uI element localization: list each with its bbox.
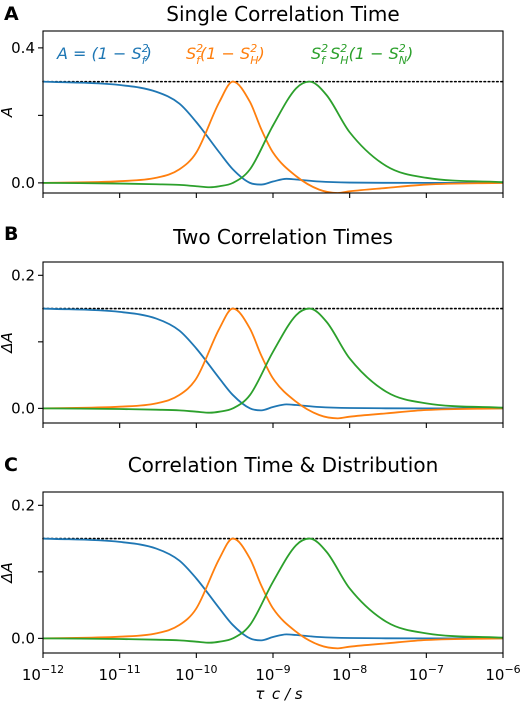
panel-c-x-tick-label-5-exponent: −7 xyxy=(428,663,444,676)
panel-c-plot-area xyxy=(43,537,503,650)
panel-a-y-tick-label-1: 0.4 xyxy=(11,39,35,57)
legend-entry-3-subscript-12: N xyxy=(399,54,407,67)
panel-c-x-tick-label-0: 10−12 xyxy=(22,663,64,684)
panel-c-x-tick-label-1: 10−11 xyxy=(99,663,141,684)
panel-c: C Correlation Time & Distribution 0.0 0.2 ΔA… xyxy=(0,453,521,701)
panel-c-x-tick-label-0-base: 10 xyxy=(22,666,41,684)
legend-entry-1: A = (1 − S2f​) xyxy=(56,42,152,67)
panel-c-x-tick-label-3-exponent: −9 xyxy=(274,663,290,676)
panel-b-plot-area xyxy=(43,307,503,420)
panel-c-x-tick-label-6-exponent: −6 xyxy=(504,663,520,676)
panel-b-title: Two Correlation Times xyxy=(172,225,393,249)
panel-a-plot-area xyxy=(43,80,503,193)
legend-entry-2-subscript-7: H xyxy=(250,54,258,67)
legend-entry-1-superscript-2: 2 xyxy=(142,42,149,55)
panel-c-y-tick-label-0: 0.0 xyxy=(11,629,35,647)
panel-a-series-3-line xyxy=(43,80,503,189)
legend-entry-3-subscript-2: f xyxy=(321,54,327,67)
panel-c-x-tick-label-6: 10−6 xyxy=(485,663,520,684)
legend-entry-2-symbol-5: S xyxy=(240,44,250,63)
panel-c-x-tick-label-6-base: 10 xyxy=(485,666,504,684)
panel-c-x-tick-label-4-exponent: −8 xyxy=(351,663,367,676)
legend-entry-3-superscript-1: 2 xyxy=(321,42,328,55)
panel-c-y-axis-label: ΔA xyxy=(0,562,16,584)
panel-b-y-axis-label: ΔA xyxy=(0,332,16,354)
panel-c-x-tick-label-2-exponent: −10 xyxy=(194,663,217,676)
panel-c-x-tick-label-4: 10−8 xyxy=(332,663,367,684)
panel-c-x-tick-label-4-base: 10 xyxy=(332,666,351,684)
panel-b-axes-frame xyxy=(42,261,504,424)
panel-c-x-tick-label-2-base: 10 xyxy=(175,666,194,684)
panel-b-y-tick-label-0: 0.0 xyxy=(11,399,35,417)
legend-entry-2: S2f​(1 − S2H​) xyxy=(186,42,265,67)
panel-b-series-1-line xyxy=(43,307,503,412)
panel-a-letter: A xyxy=(4,3,19,25)
panel-c-title: Correlation Time & Distribution xyxy=(128,453,439,477)
panel-c-series-2-line xyxy=(43,537,503,650)
panel-c-y-tick-label-1: 0.2 xyxy=(11,496,35,514)
legend-entry-3-symbol-10: S xyxy=(389,44,399,63)
panel-c-x-axis-label-text-0: τ_c / s xyxy=(255,685,302,701)
legend-entry-2-text-9: ) xyxy=(257,44,264,63)
legend-entry-3-subscript-7: H xyxy=(340,54,348,67)
panel-c-x-tick-label-5: 10−7 xyxy=(409,663,444,684)
panel-c-x-tick-label-0-exponent: −12 xyxy=(41,663,64,676)
panel-c-x-tick-label-3-base: 10 xyxy=(255,666,274,684)
panel-b-series-3-line xyxy=(43,307,503,414)
panel-b: B Two Correlation Times 0.0 0.2 ΔA xyxy=(0,223,504,428)
panel-c-letter: C xyxy=(4,454,18,476)
legend-entry-3: S2f​ S2H​(1 − S2N​) xyxy=(311,42,413,67)
legend-entry-1-symbol-1: S xyxy=(132,44,142,63)
legend: A = (1 − S2f​) S2f​(1 − S2H​) S2f​ S2H​(1 … xyxy=(56,42,413,67)
panel-c-series-1-line xyxy=(43,537,503,642)
panel-a-y-tick-label-0: 0.0 xyxy=(11,174,35,192)
panel-a-series-2-line xyxy=(43,80,503,193)
panel-c-axes-frame xyxy=(42,491,504,654)
legend-entry-3-text-9: (1 − xyxy=(349,44,389,63)
legend-entry-3-superscript-6: 2 xyxy=(340,42,347,55)
panel-c-x-tick-label-2: 10−10 xyxy=(175,663,217,684)
panel-a-series-1-line xyxy=(43,80,503,186)
legend-entry-2-symbol-0: S xyxy=(186,44,196,63)
legend-entry-2-subscript-2: f xyxy=(196,54,202,67)
legend-entry-2-superscript-6: 2 xyxy=(250,42,257,55)
panel-b-series-2-line xyxy=(43,307,503,420)
panel-c-series-3-line xyxy=(43,537,503,644)
panel-a-title: Single Correlation Time xyxy=(166,2,399,26)
panel-c-x-tick-label-1-exponent: −11 xyxy=(118,663,141,676)
legend-entry-1-subscript-3: f xyxy=(142,54,148,67)
legend-entry-3-symbol-0: S xyxy=(311,44,321,63)
legend-entry-3-superscript-11: 2 xyxy=(399,42,406,55)
legend-entry-2-text-4: (1 − xyxy=(200,44,240,63)
panel-c-x-tick-label-5-base: 10 xyxy=(409,666,428,684)
panel-a: A Single Correlation Time 0.0 0.4 A A = (1 − … xyxy=(0,2,504,198)
legend-entry-1-text-5: ) xyxy=(145,44,152,63)
panel-b-letter: B xyxy=(4,223,18,245)
legend-entry-3-symbol-5: S xyxy=(330,44,340,63)
panel-a-y-axis-label: A xyxy=(0,107,16,118)
legend-entry-1-text-0: A = (1 − xyxy=(56,44,132,63)
legend-entry-2-superscript-1: 2 xyxy=(196,42,203,55)
panel-c-x-tick-label-1-base: 10 xyxy=(99,666,118,684)
panel-c-x-tick-label-3: 10−9 xyxy=(255,663,290,684)
panel-b-y-tick-label-1: 0.2 xyxy=(11,266,35,284)
legend-entry-3-text-14: ) xyxy=(406,44,413,63)
panel-c-x-axis-label: τ_c / s xyxy=(255,685,302,701)
